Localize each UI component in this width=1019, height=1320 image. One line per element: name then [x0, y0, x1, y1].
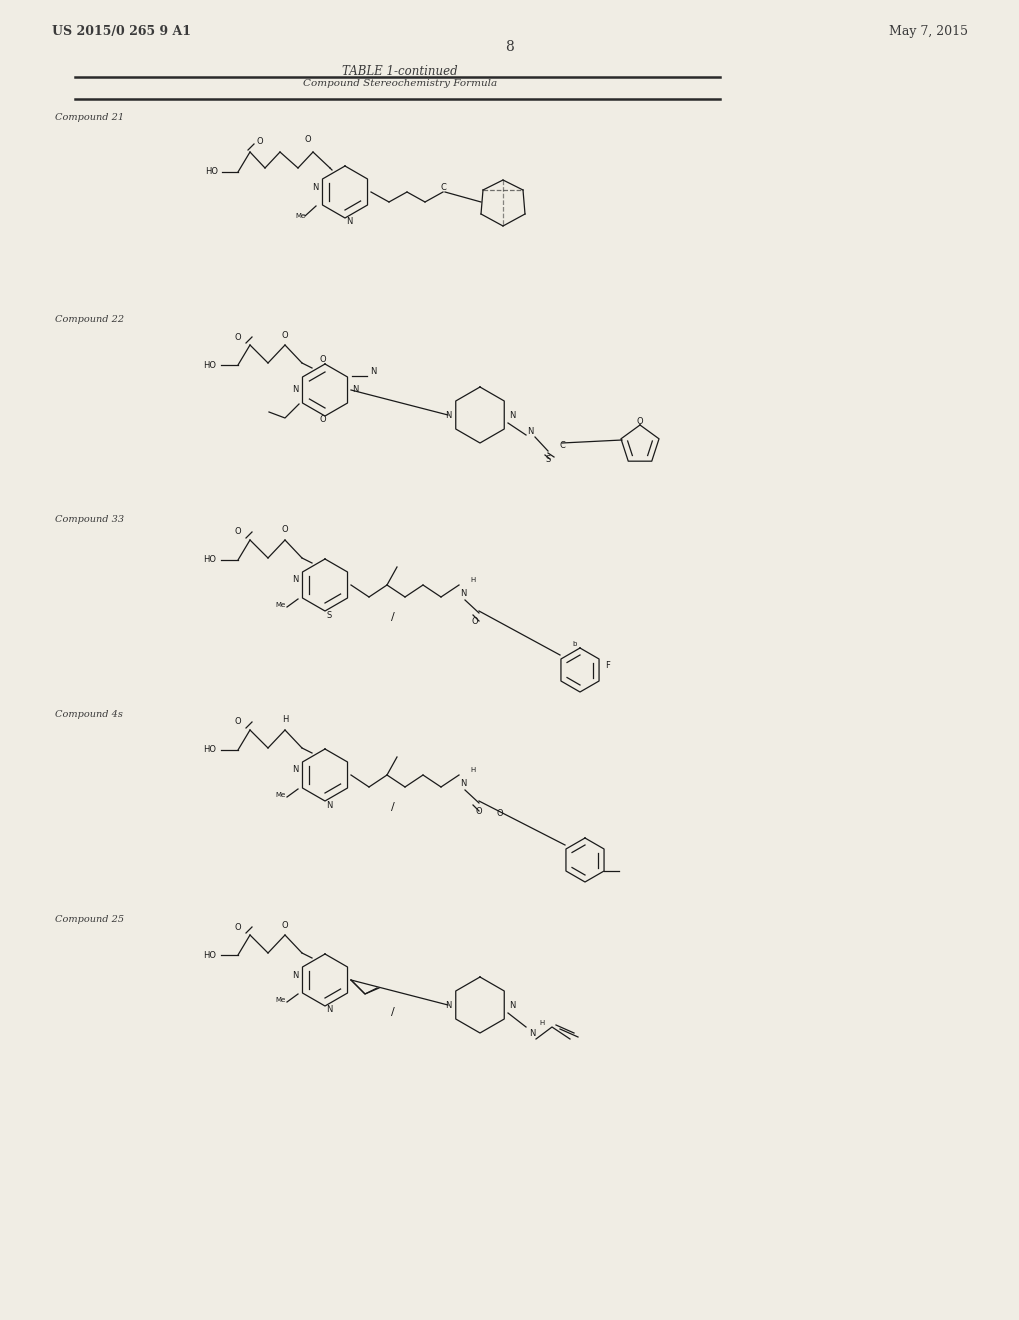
Text: N: N — [444, 411, 450, 420]
Text: N: N — [370, 367, 376, 376]
Text: HO: HO — [204, 556, 216, 565]
Text: N: N — [460, 589, 466, 598]
Text: O: O — [234, 528, 242, 536]
Text: US 2015/0 265 9 A1: US 2015/0 265 9 A1 — [52, 25, 191, 38]
Text: N: N — [312, 182, 318, 191]
Text: N: N — [508, 411, 515, 420]
Text: b: b — [573, 642, 577, 647]
Text: Me: Me — [275, 602, 286, 609]
Text: S: S — [545, 454, 550, 463]
Text: O: O — [319, 416, 326, 425]
Text: N: N — [460, 779, 466, 788]
Text: N: N — [291, 385, 298, 395]
Text: Me: Me — [296, 213, 306, 219]
Text: O: O — [475, 807, 482, 816]
Text: C: C — [558, 441, 565, 450]
Text: N: N — [352, 385, 358, 395]
Text: May 7, 2015: May 7, 2015 — [889, 25, 967, 38]
Text: N: N — [325, 800, 332, 809]
Text: Compound 4s: Compound 4s — [55, 710, 122, 719]
Text: N: N — [291, 576, 298, 585]
Text: N: N — [291, 970, 298, 979]
Text: O: O — [281, 525, 288, 535]
Text: H: H — [281, 715, 288, 725]
Text: O: O — [281, 330, 288, 339]
Text: TABLE 1-continued: TABLE 1-continued — [341, 65, 458, 78]
Text: /: / — [390, 803, 394, 812]
Text: HO: HO — [204, 360, 216, 370]
Text: O: O — [305, 136, 311, 144]
Text: O: O — [636, 417, 643, 425]
Text: H: H — [470, 577, 475, 583]
Text: O: O — [234, 923, 242, 932]
Text: N: N — [444, 1001, 450, 1010]
Text: HO: HO — [205, 168, 218, 177]
Text: H: H — [470, 767, 475, 774]
Text: N: N — [528, 1028, 535, 1038]
Text: Compound 25: Compound 25 — [55, 915, 124, 924]
Text: N: N — [345, 218, 352, 227]
Text: N: N — [325, 1006, 332, 1015]
Text: O: O — [496, 808, 502, 817]
Text: Compound Stereochemistry Formula: Compound Stereochemistry Formula — [303, 79, 496, 88]
Text: O: O — [281, 920, 288, 929]
Text: /: / — [390, 612, 394, 622]
Text: HO: HO — [204, 950, 216, 960]
Text: N: N — [526, 426, 533, 436]
Text: S: S — [326, 610, 331, 619]
Text: N: N — [291, 766, 298, 775]
Text: Compound 33: Compound 33 — [55, 515, 124, 524]
Text: Compound 22: Compound 22 — [55, 315, 124, 323]
Text: O: O — [257, 137, 263, 147]
Text: O: O — [319, 355, 326, 364]
Text: N: N — [508, 1001, 515, 1010]
Text: Me: Me — [275, 997, 286, 1003]
Text: O: O — [234, 333, 242, 342]
Text: H: H — [539, 1020, 544, 1026]
Text: O: O — [234, 718, 242, 726]
Text: HO: HO — [204, 746, 216, 755]
Text: Compound 21: Compound 21 — [55, 114, 124, 121]
Text: Me: Me — [275, 792, 286, 799]
Text: C: C — [439, 183, 445, 193]
Text: F: F — [605, 660, 609, 669]
Text: O: O — [471, 616, 478, 626]
Text: 8: 8 — [505, 40, 514, 54]
Text: /: / — [390, 1007, 394, 1016]
